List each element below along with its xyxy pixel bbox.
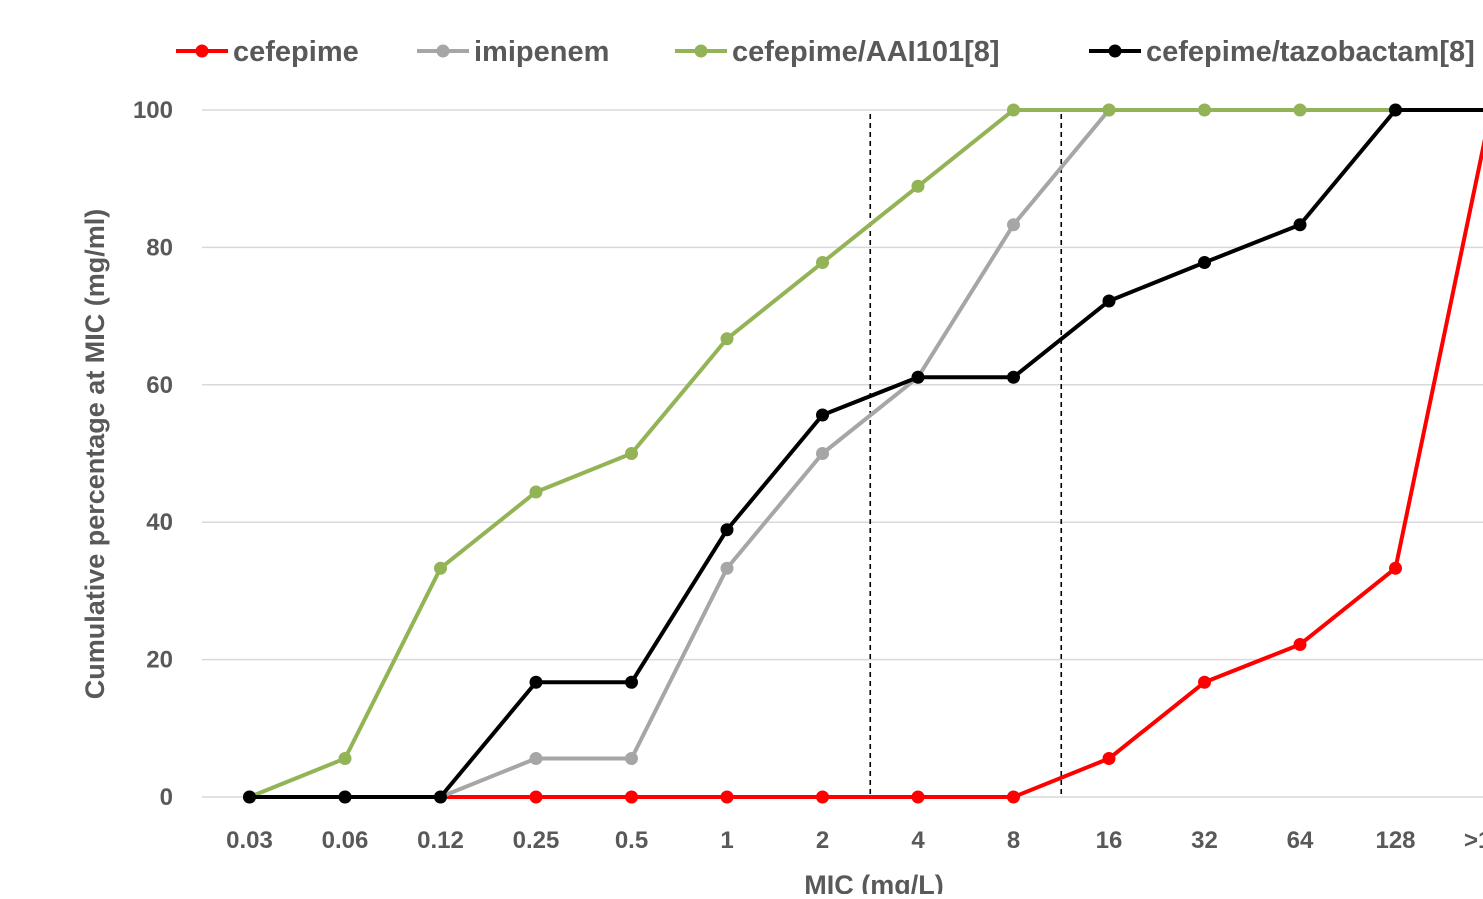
y-tick-label: 100 <box>133 97 173 124</box>
x-tick-label: 1 <box>720 827 733 854</box>
x-tick-label: 0.25 <box>513 827 560 854</box>
data-point <box>1103 752 1116 765</box>
series-cefepime-tazobactam-8- <box>243 104 1483 804</box>
grid <box>202 110 1483 797</box>
x-tick-label: 0.06 <box>322 827 369 854</box>
legend-label: cefepime/AAI101[8] <box>732 36 1000 68</box>
data-point <box>721 562 734 575</box>
data-point <box>721 523 734 536</box>
data-point <box>530 752 543 765</box>
data-point <box>1294 638 1307 651</box>
data-point <box>625 676 638 689</box>
legend-item: cefepime <box>176 36 359 68</box>
x-tick-label: 128 <box>1375 827 1415 854</box>
x-tick-label: 2 <box>816 827 829 854</box>
data-point <box>1007 104 1020 117</box>
x-axis-ticks: 0.03 0.06 0.12 0.25 0.5 1 2 4 8 16 32 64 128 >128 <box>226 827 1483 854</box>
y-tick-label: 20 <box>146 647 173 674</box>
legend-swatch-marker <box>695 45 708 58</box>
y-tick-label: 60 <box>146 372 173 399</box>
data-point <box>530 676 543 689</box>
y-axis-ticks: 0 20 40 60 80 100 <box>133 97 173 811</box>
data-point <box>912 180 925 193</box>
y-axis-title: Cumulative percentage at MIC (mg/ml) <box>80 209 110 700</box>
legend-swatch-marker <box>437 45 450 58</box>
y-tick-label: 80 <box>146 234 173 261</box>
legend-swatch-marker <box>1109 45 1122 58</box>
series-line <box>250 110 1483 797</box>
data-point <box>625 752 638 765</box>
data-point <box>1007 218 1020 231</box>
data-point <box>1389 104 1402 117</box>
data-point <box>1198 256 1211 269</box>
series-line <box>250 110 1483 797</box>
x-tick-label: 64 <box>1287 827 1314 854</box>
data-point <box>816 447 829 460</box>
x-tick-label: 0.03 <box>226 827 273 854</box>
data-point <box>625 447 638 460</box>
data-point <box>1103 104 1116 117</box>
data-point <box>1007 791 1020 804</box>
x-tick-label: >128 <box>1464 827 1483 854</box>
legend-label: cefepime/tazobactam[8] <box>1146 36 1475 68</box>
reference-lines <box>870 114 1061 797</box>
data-point <box>339 752 352 765</box>
x-tick-label: 0.5 <box>615 827 648 854</box>
series-cefepime-aai101-8- <box>243 104 1483 804</box>
y-tick-label: 0 <box>160 784 173 811</box>
data-point <box>816 409 829 422</box>
x-tick-label: 8 <box>1007 827 1020 854</box>
x-tick-label: 0.12 <box>417 827 464 854</box>
data-point <box>1103 294 1116 307</box>
data-point <box>530 791 543 804</box>
x-tick-label: 16 <box>1096 827 1123 854</box>
data-point <box>339 791 352 804</box>
x-tick-label: 4 <box>911 827 925 854</box>
y-tick-label: 40 <box>146 509 173 536</box>
data-point <box>816 256 829 269</box>
data-point <box>434 562 447 575</box>
data-point <box>530 485 543 498</box>
data-point <box>1198 104 1211 117</box>
data-point <box>625 791 638 804</box>
data-point <box>912 371 925 384</box>
series-line <box>250 110 1483 797</box>
data-point <box>1198 676 1211 689</box>
legend: cefepime imipenem cefepime/AAI101[8] cefepi… <box>176 36 1475 68</box>
data-point <box>243 791 256 804</box>
data-point <box>1294 218 1307 231</box>
legend-label: cefepime <box>233 36 359 68</box>
x-axis-title: MIC (mg/L) <box>804 870 943 894</box>
data-point <box>434 791 447 804</box>
legend-item: cefepime/AAI101[8] <box>675 36 1000 68</box>
series-cefepime <box>243 104 1483 804</box>
legend-item: cefepime/tazobactam[8] <box>1089 36 1475 68</box>
legend-swatch-marker <box>196 45 209 58</box>
data-point <box>721 332 734 345</box>
data-point <box>912 791 925 804</box>
legend-item: imipenem <box>417 36 609 68</box>
series-lines <box>243 104 1483 804</box>
x-tick-label: 32 <box>1191 827 1218 854</box>
data-point <box>1007 371 1020 384</box>
data-point <box>816 791 829 804</box>
data-point <box>1294 104 1307 117</box>
data-point <box>1389 562 1402 575</box>
legend-label: imipenem <box>474 36 609 68</box>
data-point <box>721 791 734 804</box>
